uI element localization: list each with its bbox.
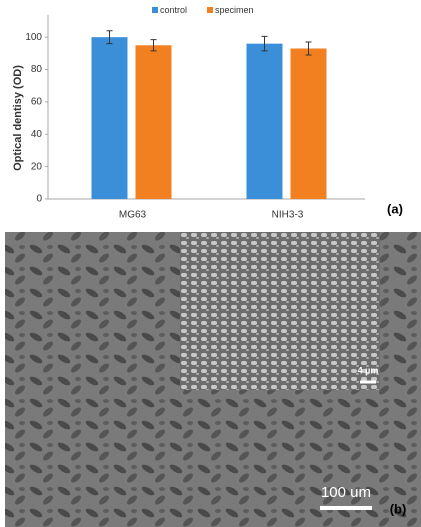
- micrograph: 4 µm 100 um (b): [5, 232, 421, 527]
- legend-swatch: [152, 7, 158, 13]
- legend-label: control: [160, 5, 187, 15]
- bar: [91, 37, 128, 199]
- error-bar: [305, 41, 312, 56]
- x-tick-label: NIH3-3: [272, 210, 304, 221]
- bar: [135, 45, 172, 199]
- legend-label: specimen: [215, 5, 254, 15]
- x-tick-label: MG63: [119, 210, 147, 221]
- scale-label: 4 µm: [358, 365, 379, 375]
- y-axis-label: Optical dentisy (OD): [12, 65, 24, 171]
- y-tick-label: 80: [31, 64, 43, 75]
- y-tick-label: 40: [31, 129, 43, 140]
- bar: [290, 48, 327, 199]
- bar: [246, 43, 283, 200]
- inset-image: [180, 232, 380, 390]
- error-bar: [261, 35, 268, 52]
- legend-swatch: [207, 7, 213, 13]
- panel-label: (a): [387, 201, 403, 216]
- error-bar: [106, 30, 113, 45]
- y-tick-label: 20: [31, 161, 43, 172]
- error-bar: [150, 39, 157, 52]
- panel-label: (b): [390, 501, 407, 516]
- y-tick-label: 100: [25, 32, 42, 43]
- y-tick-label: 60: [31, 97, 43, 108]
- scale-label: 100 um: [321, 484, 371, 501]
- y-tick-label: 0: [36, 194, 42, 205]
